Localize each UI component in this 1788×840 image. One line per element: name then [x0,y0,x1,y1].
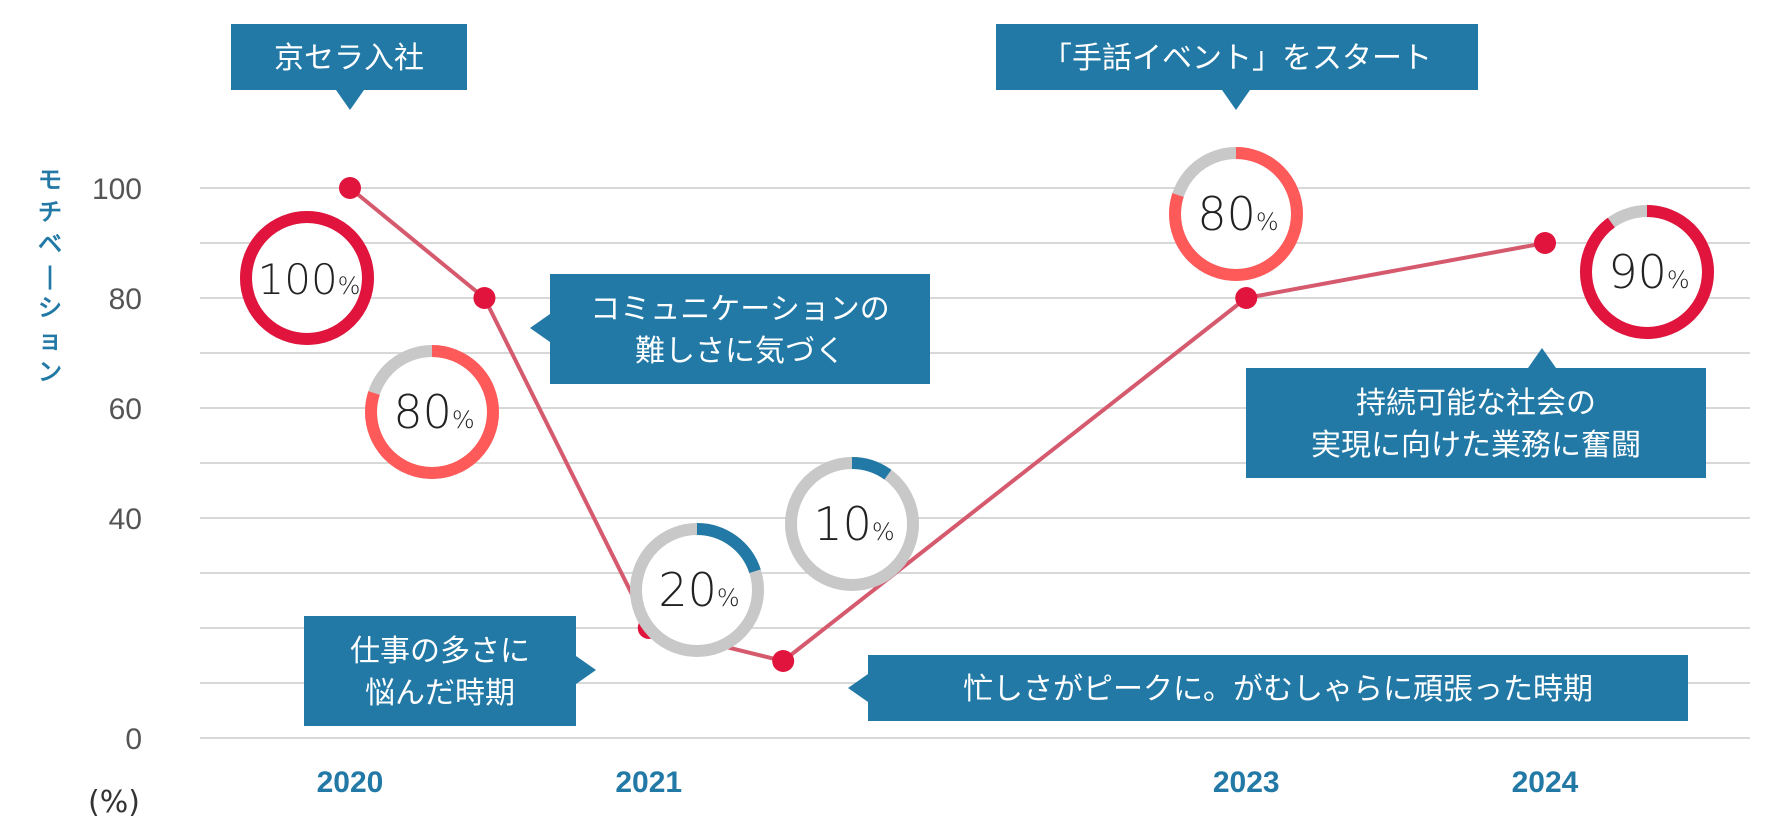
gauge-2: 20% [630,523,764,657]
gauge-label: 20% [658,563,739,617]
gauge-1: 80% [365,345,499,479]
gauge-3: 10% [785,457,919,591]
gauge-4: 80% [1169,147,1303,281]
callout-pointer [1222,90,1250,110]
callout-text: 悩んだ時期 [365,676,515,711]
callout-box [996,24,1478,90]
data-points [339,177,1556,672]
gauge-fill [240,211,374,345]
gauge-fill [630,523,764,657]
callout-text: 「手話イベント」をスタート [1042,41,1432,76]
y-tick-label-100: 100 [92,173,142,206]
gauge-5: 90% [1580,205,1714,339]
y-tick-label-60: 60 [109,393,142,426]
callout-text: 京セラ入社 [274,41,424,76]
data-point-5 [1534,232,1556,254]
callout-text: 持続可能な社会の [1356,386,1596,421]
x-axis: 2020 2021 2023 2024 [317,766,1579,799]
gauge-label: 100% [258,255,361,304]
gauge-label: 10% [813,497,894,551]
x-tick-label-2023: 2023 [1213,766,1280,799]
y-axis: 0 40 60 80 100 [92,173,142,756]
gauge-label: 80% [393,385,474,439]
gauge-label: 80% [1197,187,1278,241]
y-tick-label-80: 80 [109,283,142,316]
callout-box [231,24,467,90]
y-axis-unit: (%) [88,785,140,820]
callout-text: コミュニケーションの [590,292,889,327]
data-point-1 [473,287,496,309]
callout-0: 京セラ入社 [231,24,467,110]
gauge-fill [1580,205,1714,339]
callout-text: 仕事の多さに [350,634,530,669]
y-tick-label-40: 40 [109,503,142,536]
callout-pointer [336,90,364,110]
callout-pointer [576,656,596,684]
data-point-0 [339,177,361,199]
callout-3: 忙しさがピークに。がむしゃらに頑張った時期 [848,655,1688,721]
callout-text: 実現に向けた業務に奮闘 [1311,428,1641,463]
callout-pointer [530,314,550,342]
gauge-label: 90% [1608,245,1689,299]
gauge-fill [365,345,499,479]
callout-box [304,616,576,726]
x-tick-label-2024: 2024 [1512,766,1579,799]
callout-box [1246,368,1706,478]
callout-box [868,655,1688,721]
x-tick-label-2020: 2020 [317,766,384,799]
callout-box [550,274,930,384]
gauge-0: 100% [240,211,374,345]
callout-pointer [848,674,868,702]
data-point-3 [772,650,795,672]
callout-pointer [1528,348,1556,368]
percentage-gauges: 100% 80% 20% 10% 80% 90% [240,147,1714,657]
data-point-4 [1235,287,1258,309]
callout-4: 「手話イベント」をスタート [996,24,1478,110]
gauge-fill [785,457,919,591]
callout-text: 難しさに気づく [635,334,845,369]
y-axis-title: モチベ|ション [38,166,62,386]
gauge-fill [1169,147,1303,281]
x-tick-label-2021: 2021 [615,766,682,799]
callout-text: 忙しさがピークに。がむしゃらに頑張った時期 [963,672,1593,707]
y-tick-label-0: 0 [125,723,142,756]
